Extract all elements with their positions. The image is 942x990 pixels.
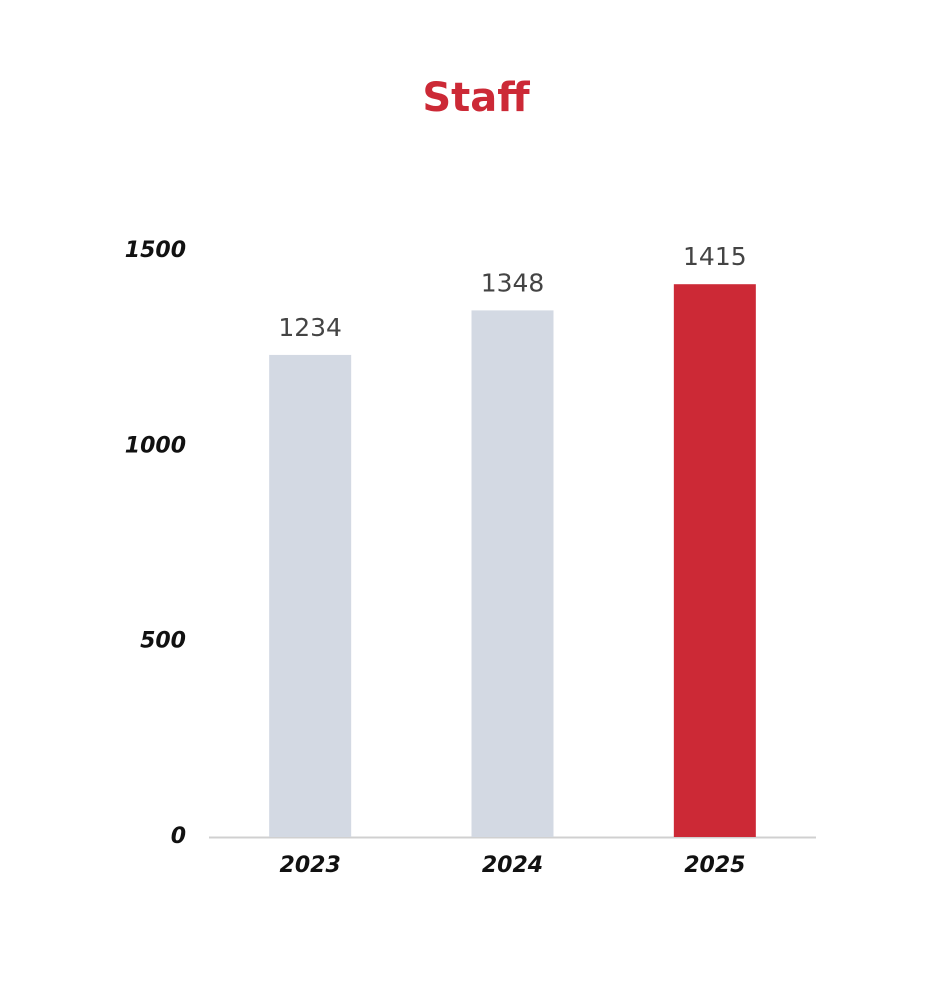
value-label: 1348 xyxy=(481,268,545,297)
bar xyxy=(673,284,756,837)
y-tick-label: 0 xyxy=(171,824,186,849)
x-tick-label: 2023 xyxy=(280,853,341,878)
x-tick-label: 2025 xyxy=(684,853,745,878)
y-tick-label: 1000 xyxy=(125,433,186,458)
chart-title: Staff xyxy=(422,75,530,121)
value-label: 1234 xyxy=(278,313,342,342)
x-tick-label: 2024 xyxy=(482,853,543,878)
y-tick-label: 500 xyxy=(140,629,186,654)
bar xyxy=(269,354,352,837)
y-tick-label: 1500 xyxy=(125,238,186,263)
value-label: 1415 xyxy=(683,242,747,271)
bar xyxy=(471,310,554,837)
